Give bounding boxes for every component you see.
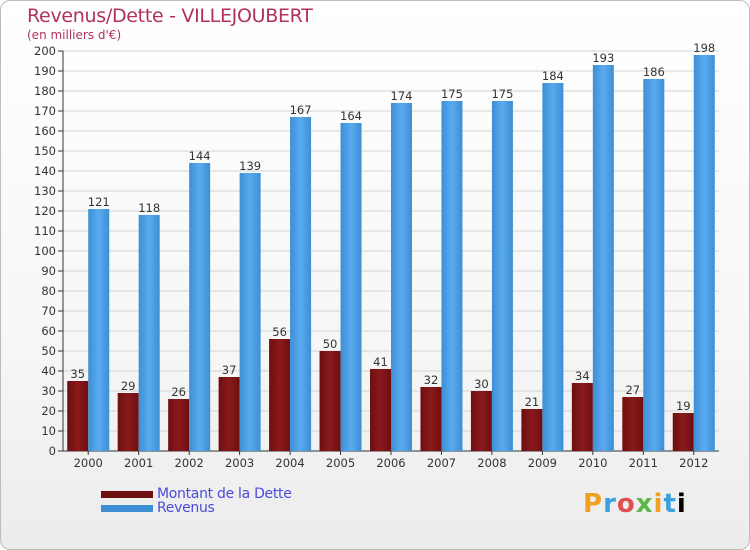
data-label-revenue: 118 xyxy=(138,201,160,215)
bar-debt xyxy=(521,409,543,451)
data-label-debt: 32 xyxy=(424,373,439,387)
data-label-debt: 26 xyxy=(171,385,186,399)
legend-item-debt: Montant de la Dette xyxy=(101,486,292,502)
y-tick-label: 30 xyxy=(41,384,56,398)
x-tick-label: 2012 xyxy=(679,456,708,470)
legend-swatch-revenue xyxy=(101,504,153,512)
y-tick-label: 120 xyxy=(34,204,56,218)
y-tick-label: 180 xyxy=(34,84,56,98)
chart-subtitle: (en milliers d'€) xyxy=(27,28,122,42)
y-tick-label: 140 xyxy=(34,164,56,178)
x-tick-label: 2006 xyxy=(376,456,405,470)
bar-debt xyxy=(319,351,341,451)
bar-revenue xyxy=(643,79,665,451)
data-label-debt: 29 xyxy=(121,379,136,393)
data-label-revenue: 175 xyxy=(491,87,513,101)
y-tick-label: 50 xyxy=(41,344,56,358)
x-tick-label: 2004 xyxy=(275,456,304,470)
bar-debt xyxy=(672,413,694,451)
chart-title: Revenus/Dette - VILLEJOUBERT xyxy=(27,5,313,27)
legend-label-revenue: Revenus xyxy=(157,500,215,516)
y-tick-label: 160 xyxy=(34,124,56,138)
data-label-revenue: 139 xyxy=(239,159,261,173)
data-label-revenue: 167 xyxy=(290,103,312,117)
data-label-revenue: 184 xyxy=(542,69,564,83)
data-label-revenue: 174 xyxy=(391,89,413,103)
y-tick-label: 90 xyxy=(41,264,56,278)
y-tick-label: 10 xyxy=(41,424,56,438)
bar-revenue xyxy=(441,101,463,451)
y-tick-label: 200 xyxy=(34,44,56,58)
bar-revenue xyxy=(290,117,312,451)
y-tick-label: 190 xyxy=(34,64,56,78)
bar-revenue xyxy=(391,103,412,451)
y-tick-label: 40 xyxy=(41,364,56,378)
bar-revenue xyxy=(239,173,261,451)
data-label-debt: 30 xyxy=(474,377,489,391)
bar-revenue xyxy=(491,101,513,451)
bar-debt xyxy=(67,381,89,451)
bar-debt xyxy=(370,369,391,451)
bar-debt xyxy=(470,391,492,451)
legend-swatch-debt xyxy=(101,490,153,498)
data-label-debt: 41 xyxy=(373,355,388,369)
x-tick-label: 2005 xyxy=(326,456,355,470)
data-label-debt: 37 xyxy=(222,363,237,377)
y-tick-label: 70 xyxy=(41,304,56,318)
bar-revenue xyxy=(542,83,564,451)
y-tick-label: 60 xyxy=(41,324,56,338)
y-tick-label: 170 xyxy=(34,104,56,118)
bar-debt xyxy=(269,339,291,451)
data-label-debt: 21 xyxy=(525,395,540,409)
proxiti-logo: Proxiti xyxy=(583,489,687,519)
bar-debt xyxy=(622,397,644,451)
y-tick-label: 130 xyxy=(34,184,56,198)
x-tick-label: 2008 xyxy=(477,456,506,470)
legend-item-revenue: Revenus xyxy=(101,500,292,516)
data-label-revenue: 164 xyxy=(340,109,362,123)
bar-revenue xyxy=(340,123,362,451)
data-label-debt: 50 xyxy=(323,337,338,351)
x-tick-label: 2007 xyxy=(427,456,456,470)
y-tick-label: 150 xyxy=(34,144,56,158)
x-tick-label: 2010 xyxy=(578,456,607,470)
y-tick-label: 110 xyxy=(34,224,56,238)
bar-revenue xyxy=(693,55,715,451)
data-label-debt: 19 xyxy=(676,399,691,413)
bar-debt xyxy=(168,399,190,451)
bar-revenue xyxy=(138,215,160,451)
y-tick-label: 100 xyxy=(34,244,56,258)
x-tick-label: 2003 xyxy=(225,456,254,470)
bar-debt xyxy=(420,387,442,451)
data-label-revenue: 144 xyxy=(189,149,211,163)
bar-revenue xyxy=(592,65,614,451)
bar-revenue xyxy=(189,163,211,451)
data-label-revenue: 198 xyxy=(693,41,715,55)
data-label-revenue: 186 xyxy=(643,65,665,79)
data-label-revenue: 121 xyxy=(88,195,110,209)
data-label-debt: 35 xyxy=(70,367,85,381)
y-tick-label: 20 xyxy=(41,404,56,418)
x-tick-label: 2011 xyxy=(629,456,658,470)
x-tick-label: 2001 xyxy=(124,456,153,470)
y-tick-label: 80 xyxy=(41,284,56,298)
data-label-debt: 56 xyxy=(272,325,287,339)
data-label-debt: 34 xyxy=(575,369,590,383)
legend: Montant de la Dette Revenus xyxy=(101,486,292,516)
x-tick-label: 2000 xyxy=(74,456,103,470)
data-label-debt: 27 xyxy=(625,383,640,397)
x-tick-label: 2002 xyxy=(175,456,204,470)
legend-label-debt: Montant de la Dette xyxy=(157,486,292,502)
y-tick-label: 0 xyxy=(49,444,56,458)
bar-debt xyxy=(218,377,240,451)
bar-revenue xyxy=(88,209,110,451)
bar-debt xyxy=(571,383,593,451)
x-tick-label: 2009 xyxy=(528,456,557,470)
data-label-revenue: 175 xyxy=(441,87,463,101)
data-label-revenue: 193 xyxy=(592,51,614,65)
bar-debt xyxy=(117,393,139,451)
